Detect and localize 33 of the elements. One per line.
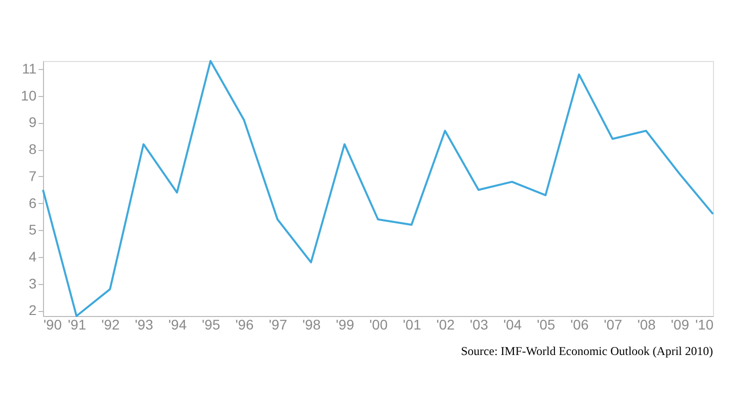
- x-tick-label: '99: [336, 316, 354, 332]
- x-tick-label: '05: [536, 316, 556, 332]
- y-tick-label: 9: [28, 114, 37, 130]
- x-tick-label: '07: [604, 316, 622, 332]
- y-tick-label: 3: [28, 275, 37, 292]
- x-tick-label: '90: [44, 316, 62, 332]
- line-series: [42, 60, 714, 317]
- x-tick-label: '10: [695, 316, 714, 332]
- y-tick-label: 7: [28, 168, 37, 184]
- x-tick-label: '91: [68, 316, 86, 332]
- y-tick-label: 2: [28, 302, 37, 318]
- x-tick-label: '93: [134, 316, 154, 332]
- x-tick-label: '06: [570, 316, 589, 332]
- x-tick-label: '92: [101, 316, 120, 332]
- x-tick-label: '03: [470, 316, 488, 332]
- x-tick-label: '08: [637, 316, 656, 332]
- y-tick-label: 10: [20, 87, 37, 104]
- x-tick-label: '04: [503, 316, 522, 332]
- y-tick-label: 6: [28, 194, 37, 211]
- x-tick-label: '00: [369, 316, 388, 332]
- x-tick-label: '96: [235, 316, 254, 332]
- x-tick-label: '98: [302, 316, 321, 332]
- x-tick-label: '95: [202, 316, 220, 332]
- y-tick-label: 11: [22, 60, 37, 77]
- x-tick-label: '02: [436, 316, 455, 332]
- x-tick-label: '97: [268, 316, 288, 332]
- y-tick-label: 4: [28, 248, 37, 264]
- x-tick-label: '94: [168, 316, 187, 332]
- y-tick-label: 5: [28, 222, 37, 238]
- x-tick-label: '09: [670, 316, 690, 332]
- x-tick-label: '01: [402, 316, 422, 332]
- source-note: Source: IMF-World Economic Outlook (April 2010): [461, 344, 713, 358]
- y-tick-label: 8: [28, 141, 37, 158]
